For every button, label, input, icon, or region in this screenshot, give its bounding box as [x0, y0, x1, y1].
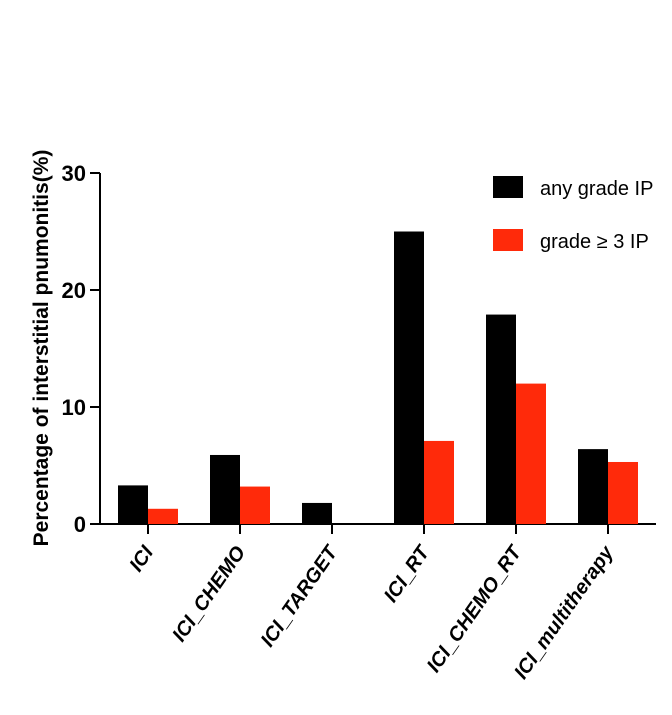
x-category-label: ICI_TARGET — [257, 541, 343, 651]
bar — [608, 461, 638, 524]
y-axis-title: Percentage of interstitial pnumonitis(%) — [30, 150, 53, 547]
x-category-label: ICI_CHEMO_RT — [423, 541, 527, 677]
y-tick-label: 20 — [62, 278, 86, 303]
legend: any grade IP grade ≥ 3 IP — [493, 176, 653, 253]
axes — [99, 173, 656, 525]
bar — [424, 440, 454, 524]
bar — [240, 486, 270, 524]
x-category-label: ICI_multitherapy — [510, 542, 618, 684]
legend-swatch — [493, 229, 523, 251]
legend-label: any grade IP — [540, 178, 653, 200]
y-ticks: 0 10 20 30 — [62, 161, 100, 537]
bar — [578, 449, 608, 524]
bar — [118, 485, 148, 524]
x-category-label: ICI_RT — [380, 541, 435, 607]
bar — [210, 454, 240, 524]
legend-label: grade ≥ 3 IP — [540, 231, 649, 253]
bars — [118, 231, 638, 524]
y-tick-label: 10 — [62, 395, 86, 420]
bar — [148, 508, 178, 524]
y-tick-label: 30 — [62, 161, 86, 186]
bar — [516, 383, 546, 524]
y-tick-label: 0 — [74, 512, 86, 537]
x-category-label: ICI_CHEMO — [168, 542, 250, 646]
x-category-label: ICI — [125, 542, 158, 576]
category-labels: ICI ICI_CHEMO ICI_TARGET ICI_RTICI_CHEMO_RT… — [125, 524, 619, 684]
bar — [302, 502, 332, 524]
bar — [394, 231, 424, 524]
bar — [486, 314, 516, 524]
legend-swatch — [493, 176, 523, 198]
